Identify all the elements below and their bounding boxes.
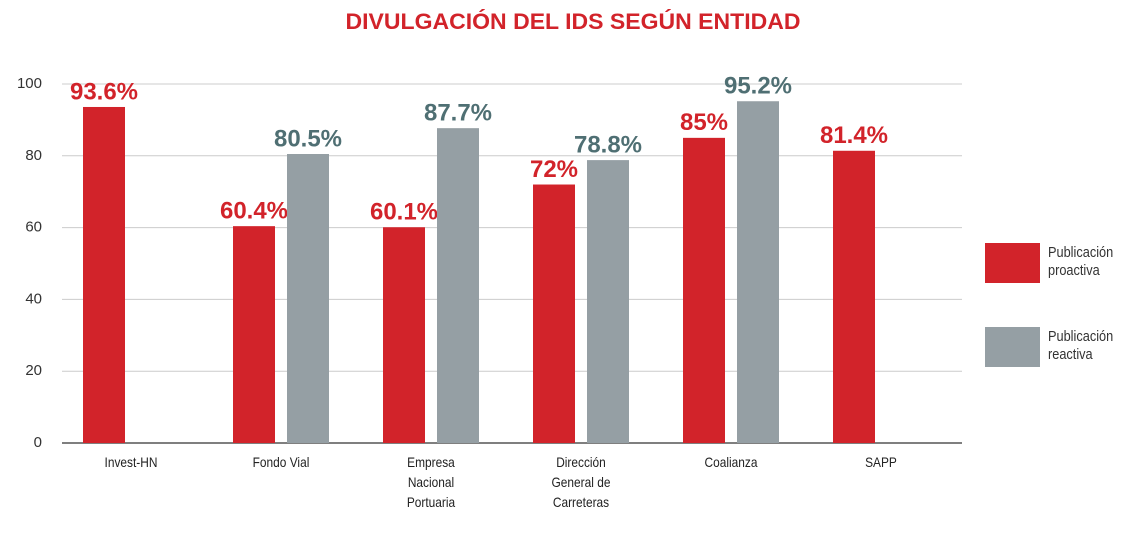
value-label: 78.8% (574, 131, 642, 158)
value-label: 72% (530, 156, 578, 183)
y-tick-label: 40 (25, 290, 42, 307)
y-tick-label: 80 (25, 147, 42, 164)
x-tick-label: SAPP (865, 454, 897, 470)
x-tick-label: Invest-HN (104, 454, 158, 470)
x-tick-label: Dirección General de Carreteras (551, 454, 611, 510)
legend-swatch (985, 243, 1040, 283)
value-label: 95.2% (724, 73, 792, 100)
y-tick-label: 60 (25, 219, 42, 236)
value-label: 81.4% (820, 122, 888, 149)
legend-label: Publicación reactiva (1048, 328, 1114, 363)
value-label: 93.6% (70, 78, 138, 105)
bar (233, 226, 275, 443)
value-label: 60.1% (370, 199, 438, 226)
x-tick-label: Coalianza (704, 454, 758, 470)
y-tick-label: 20 (25, 362, 42, 379)
bar (737, 101, 779, 444)
bar (833, 150, 875, 444)
bar (683, 137, 725, 443)
x-tick-label: Empresa Nacional Portuaria (406, 454, 456, 510)
chart-title: DIVULGACIÓN DEL IDS SEGÚN ENTIDAD (346, 9, 801, 34)
x-tick-label: Fondo Vial (252, 454, 310, 470)
value-label: 80.5% (274, 125, 342, 152)
bar (383, 227, 425, 443)
legend-label: Publicación proactiva (1048, 244, 1114, 279)
y-tick-label: 100 (17, 75, 42, 92)
bar (533, 184, 575, 443)
value-label: 87.7% (424, 100, 492, 127)
bar (287, 154, 329, 443)
bar (83, 106, 125, 443)
bar (437, 128, 479, 444)
y-tick-label: 0 (34, 434, 42, 451)
value-label: 85% (680, 109, 728, 136)
value-label: 60.4% (220, 198, 288, 225)
legend-swatch (985, 327, 1040, 367)
bar (587, 160, 629, 443)
